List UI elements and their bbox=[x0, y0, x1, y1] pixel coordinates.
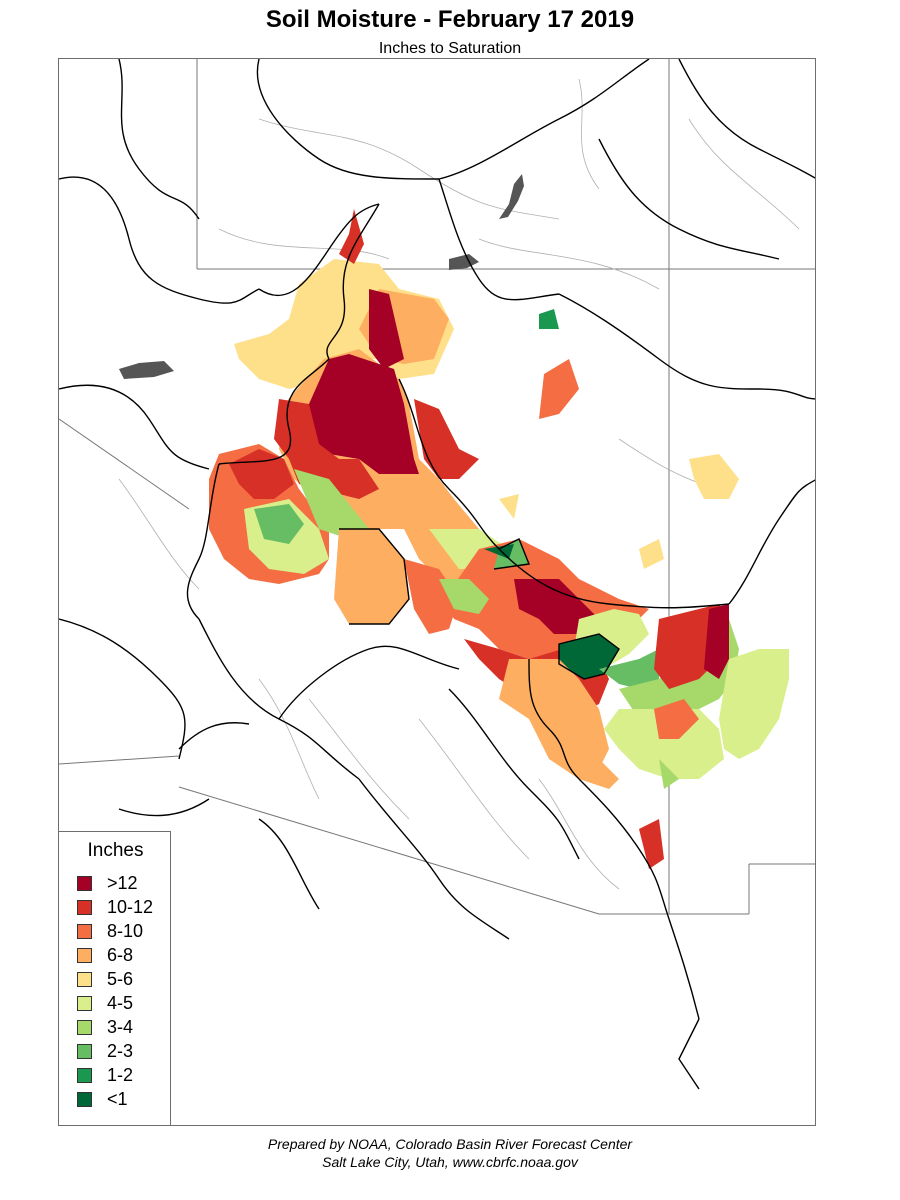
legend-label: 10-12 bbox=[107, 896, 154, 917]
legend-item: 3-4 bbox=[77, 1016, 134, 1037]
legend-swatch bbox=[77, 971, 92, 987]
footer-location: Salt Lake City, Utah, www.cbrfc.noaa.gov bbox=[322, 1154, 578, 1170]
legend-item: 4-5 bbox=[77, 992, 134, 1013]
legend-swatch bbox=[77, 947, 92, 963]
legend-swatch bbox=[77, 1043, 92, 1059]
soil-moisture-map bbox=[58, 58, 816, 1126]
legend-item: 6-8 bbox=[77, 944, 134, 965]
legend-item: 8-10 bbox=[77, 920, 144, 941]
legend-label: >12 bbox=[107, 872, 138, 893]
legend-swatch bbox=[77, 1019, 92, 1035]
legend-title: Inches bbox=[87, 840, 144, 861]
legend-item: <1 bbox=[77, 1088, 128, 1109]
legend-label: 6-8 bbox=[107, 944, 134, 965]
legend-swatch bbox=[77, 875, 92, 891]
legend-label: 4-5 bbox=[107, 992, 134, 1013]
legend-item: 1-2 bbox=[77, 1064, 134, 1085]
legend-label: 8-10 bbox=[107, 920, 144, 941]
legend-label: 5-6 bbox=[107, 968, 134, 989]
legend-label: <1 bbox=[107, 1088, 128, 1109]
legend-label: 1-2 bbox=[107, 1064, 134, 1085]
map-subtitle: Inches to Saturation bbox=[378, 40, 522, 57]
legend-swatch bbox=[77, 923, 92, 939]
legend-item: >12 bbox=[77, 872, 138, 893]
legend-item: 2-3 bbox=[77, 1040, 134, 1061]
map-canvas bbox=[59, 59, 815, 1090]
legend-item: 10-12 bbox=[77, 896, 154, 917]
legend-swatch bbox=[77, 1067, 92, 1083]
moisture-shading bbox=[209, 209, 789, 869]
legend-label: 3-4 bbox=[107, 1016, 134, 1037]
legend-swatch bbox=[77, 995, 92, 1011]
legend-swatch bbox=[77, 899, 92, 915]
footer-credit: Prepared by NOAA, Colorado Basin River F… bbox=[267, 1136, 633, 1152]
legend-label: 2-3 bbox=[107, 1040, 134, 1061]
state-boundaries bbox=[59, 59, 815, 915]
basin-boundaries bbox=[59, 59, 815, 1090]
legend-swatch bbox=[77, 1091, 92, 1107]
legend-item: 5-6 bbox=[77, 968, 134, 989]
map-legend: Inches >12 10-12 8-10 6-8 5-6 4-5 3-4 2-… bbox=[58, 831, 171, 1126]
map-title: Soil Moisture - February 17 2019 bbox=[265, 6, 635, 33]
